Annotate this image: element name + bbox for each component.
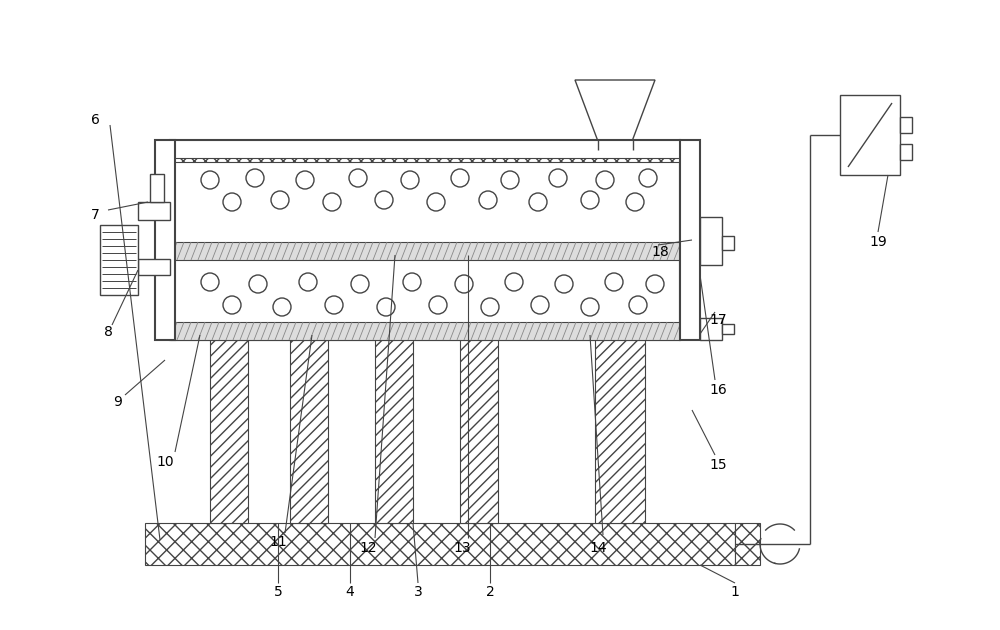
Bar xyxy=(900,144,912,160)
Bar xyxy=(100,225,138,295)
Text: 9: 9 xyxy=(114,395,122,409)
Text: 16: 16 xyxy=(709,383,727,397)
Text: 7: 7 xyxy=(91,208,99,222)
Bar xyxy=(155,140,175,340)
Bar xyxy=(375,338,413,523)
Bar xyxy=(170,140,680,162)
Bar xyxy=(170,322,680,340)
Text: 8: 8 xyxy=(104,325,112,339)
Bar xyxy=(735,523,760,565)
Text: 10: 10 xyxy=(156,455,174,469)
Text: 13: 13 xyxy=(453,541,471,555)
Text: 11: 11 xyxy=(269,535,287,549)
Text: 3: 3 xyxy=(414,585,422,599)
Bar xyxy=(170,140,680,340)
Bar xyxy=(150,174,164,202)
Bar xyxy=(722,236,734,250)
Text: 15: 15 xyxy=(709,458,727,472)
Text: 12: 12 xyxy=(359,541,377,555)
Bar xyxy=(170,242,680,260)
Bar xyxy=(900,117,912,133)
Bar xyxy=(700,318,722,340)
Text: 18: 18 xyxy=(651,245,669,259)
Text: 19: 19 xyxy=(869,235,887,249)
Text: 4: 4 xyxy=(346,585,354,599)
Text: 17: 17 xyxy=(709,313,727,327)
Text: 5: 5 xyxy=(274,585,282,599)
Bar xyxy=(680,140,700,340)
Bar xyxy=(170,140,680,158)
Bar xyxy=(595,338,645,523)
Bar xyxy=(700,217,722,265)
Text: 2: 2 xyxy=(486,585,494,599)
Bar xyxy=(145,523,735,565)
Bar xyxy=(840,95,900,175)
Bar xyxy=(210,338,248,523)
Bar xyxy=(722,324,734,334)
Bar xyxy=(138,259,170,275)
Text: 6: 6 xyxy=(91,113,99,127)
Bar xyxy=(460,338,498,523)
Text: 14: 14 xyxy=(589,541,607,555)
Bar xyxy=(138,202,170,220)
Bar xyxy=(290,338,328,523)
Text: 1: 1 xyxy=(731,585,739,599)
